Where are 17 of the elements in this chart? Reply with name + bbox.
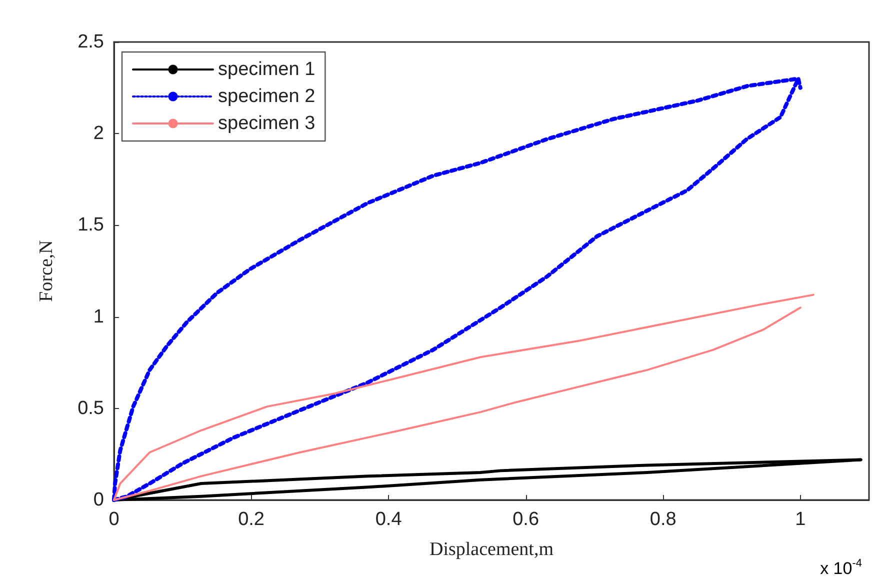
y-tick-label: 1 [93,306,104,328]
y-tick-label: 0 [93,490,104,510]
x-tick-label: 0.6 [512,509,540,530]
y-tick-label: 2.5 [78,32,104,52]
legend-label: specimen 1 [218,59,316,80]
x-tick-label: 1 [795,509,806,530]
x-tick-label: 0.4 [375,509,402,530]
x-tick-label: 0.2 [238,509,264,530]
x-tick-label: 0.8 [650,509,676,530]
x-axis-title: Displacement,m [430,539,554,560]
y-tick-label: 2 [93,123,104,144]
y-tick-label: 1.5 [78,214,104,236]
legend-label: specimen 2 [218,86,316,107]
legend-label: specimen 3 [218,113,316,134]
y-axis-title: Force,N [36,240,57,302]
x-tick-label: 0 [108,509,120,530]
y-tick-label: 0.5 [78,398,104,419]
